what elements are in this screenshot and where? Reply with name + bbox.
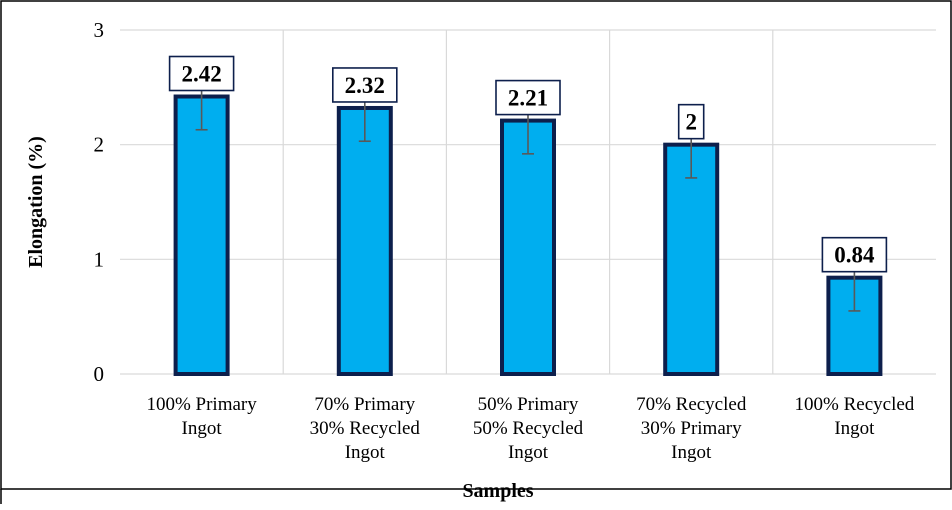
bar <box>173 94 230 377</box>
data-label-layer: 2.42 2.32 2.21 2 0.84 <box>168 55 888 273</box>
x-tick-label: 70% Primary <box>314 394 415 415</box>
data-label-box <box>821 236 888 273</box>
chart-frame <box>0 0 952 490</box>
data-label: 2 <box>685 110 697 135</box>
data-label-box <box>168 55 235 92</box>
x-tick-label: Ingot <box>345 442 386 463</box>
y-tick-label: 1 <box>94 247 105 271</box>
y-tick-label: 2 <box>94 133 105 157</box>
x-tick-label: 100% Recycled <box>795 394 915 415</box>
bar <box>336 105 393 377</box>
x-tick-label: Ingot <box>834 418 875 439</box>
x-tick-label: 100% Primary <box>146 394 257 415</box>
y-tick-label: 0 <box>94 362 105 386</box>
x-tick-layer: 100% Primary Ingot 70% Primary 30% Recycled… <box>146 394 914 463</box>
y-tick-label: 3 <box>94 18 105 42</box>
data-label-box <box>495 79 561 116</box>
data-label-box <box>677 103 705 140</box>
x-tick-label: 30% Recycled <box>310 418 421 439</box>
data-label: 2.21 <box>508 86 548 111</box>
bar <box>663 142 720 376</box>
x-tick-label: 50% Recycled <box>473 418 584 439</box>
data-label: 2.42 <box>181 62 221 87</box>
data-label: 0.84 <box>834 243 875 268</box>
data-label: 2.32 <box>345 73 385 98</box>
x-tick-label: Ingot <box>508 442 549 463</box>
y-tick-layer: 0 1 2 3 <box>94 18 105 386</box>
y-axis-title: Elongation (%) <box>25 136 47 268</box>
x-tick-label: 30% Primary <box>641 418 742 439</box>
x-tick-label: 70% Recycled <box>636 394 747 415</box>
x-axis-title: Samples <box>462 480 533 502</box>
bar-layer <box>173 94 883 377</box>
bar <box>500 118 556 376</box>
x-tick-label: Ingot <box>671 442 712 463</box>
x-tick-label: Ingot <box>182 418 223 439</box>
data-label-box <box>331 67 398 103</box>
x-tick-label: 50% Primary <box>478 394 579 415</box>
